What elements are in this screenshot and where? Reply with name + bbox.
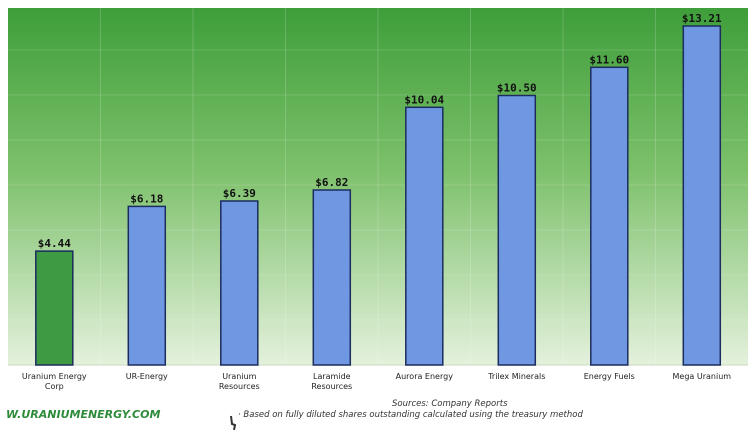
bar <box>682 25 722 366</box>
bar-value-label: $10.50 <box>497 82 537 95</box>
category-label: UR-Energy <box>126 372 168 381</box>
bar-value-label: $11.60 <box>589 53 629 66</box>
category-label: Corp <box>45 382 64 391</box>
category-label: Trilex Minerals <box>487 372 545 381</box>
pen-mark <box>230 415 237 430</box>
bar <box>127 205 167 366</box>
bar <box>590 66 629 366</box>
category-label: Energy Fuels <box>584 372 635 381</box>
category-label: Uranium <box>222 372 256 381</box>
bar-value-label: $13.21 <box>682 12 722 25</box>
bar-value-label: $6.18 <box>130 192 163 205</box>
bars-group <box>35 25 722 366</box>
category-label: Uranium Energy <box>22 372 87 381</box>
category-label: Aurora Energy <box>396 372 454 381</box>
bar-value-label: $6.39 <box>223 187 256 200</box>
website-text: W.URANIUMENERGY.COM <box>6 408 160 421</box>
bar <box>312 189 352 366</box>
bar <box>35 250 74 366</box>
category-label: Laramide <box>313 372 351 381</box>
bar <box>497 94 537 366</box>
bar-value-label: $10.04 <box>404 93 444 106</box>
bar-value-label: $4.44 <box>38 237 71 250</box>
bar <box>405 106 444 366</box>
methodology-note: · Based on fully diluted shares outstand… <box>238 410 583 420</box>
category-label: Mega Uranium <box>673 372 732 381</box>
bar-value-label: $6.82 <box>315 176 348 189</box>
category-label: Resources <box>219 382 260 391</box>
category-label: Resources <box>311 382 352 391</box>
bar <box>220 200 259 366</box>
value-labels-group: $4.44 $6.18 $6.39 $6.82 $10.04 $10.50 $11.60 $1… <box>38 12 722 250</box>
sources-text: Sources: Company Reports <box>392 399 508 409</box>
